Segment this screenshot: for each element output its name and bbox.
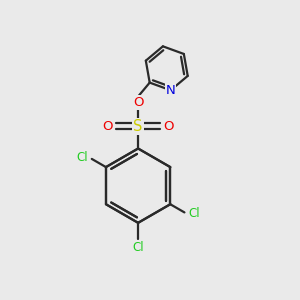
Text: Cl: Cl (132, 241, 144, 254)
Text: Cl: Cl (76, 151, 88, 164)
Text: O: O (103, 120, 113, 133)
Text: S: S (134, 119, 143, 134)
Text: Cl: Cl (188, 207, 200, 220)
Text: O: O (163, 120, 174, 133)
Text: O: O (133, 96, 143, 109)
Text: N: N (166, 84, 175, 97)
